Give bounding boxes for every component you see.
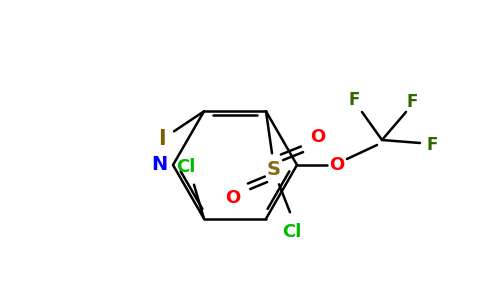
- Text: F: F: [406, 93, 418, 111]
- Text: I: I: [158, 129, 166, 149]
- Text: Cl: Cl: [176, 158, 196, 176]
- Text: F: F: [348, 91, 360, 109]
- Text: S: S: [267, 160, 281, 179]
- Text: O: O: [310, 128, 326, 146]
- Text: Cl: Cl: [282, 223, 302, 241]
- Text: N: N: [151, 155, 167, 175]
- Text: O: O: [226, 189, 241, 207]
- Text: O: O: [330, 156, 345, 174]
- Text: F: F: [426, 136, 438, 154]
